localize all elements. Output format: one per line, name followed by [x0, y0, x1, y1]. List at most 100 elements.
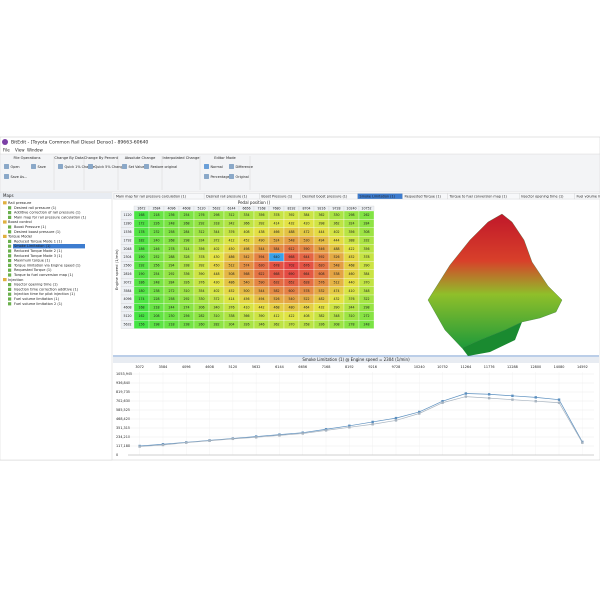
- x-tick-label: 10240: [414, 365, 425, 369]
- ribbon-button-icon[interactable]: [122, 164, 127, 169]
- tree-group[interactable]: Rail pressure: [8, 201, 32, 205]
- table-cell-value: 544: [258, 289, 264, 293]
- tab-label[interactable]: Desired rail pressure (1): [206, 194, 248, 198]
- tab-label[interactable]: Fuel volume limitation (1): [576, 194, 600, 198]
- tab-label[interactable]: Boost Pressure (1): [261, 194, 293, 198]
- table-cell-value: 318: [213, 222, 219, 226]
- table-cell-value: 268: [183, 222, 189, 226]
- tree-item[interactable]: Injection time for pilot injection (1): [14, 292, 76, 296]
- table-cell-value: 544: [258, 247, 264, 251]
- tree-item[interactable]: Fuel volume limitation (1): [14, 297, 60, 301]
- tree-item[interactable]: Smoke Limitation (1): [14, 244, 51, 248]
- tree-item[interactable]: Maximum torque (1): [14, 259, 51, 263]
- tree-item[interactable]: Torque to fuel conversion map (1): [13, 273, 74, 277]
- ribbon-button[interactable]: Original: [236, 175, 249, 179]
- table-cell-value: 388: [348, 238, 354, 242]
- tree-map-icon: [8, 249, 12, 253]
- table-cell-value: 452: [243, 238, 249, 242]
- ribbon-group-label: Change By Data: [54, 156, 83, 160]
- ribbon-group-label: Absolute Change: [125, 156, 156, 160]
- tree-item[interactable]: Main map for rail pressure calculation (…: [14, 215, 87, 219]
- tree-item[interactable]: Torque limitation via Engine speed (1): [13, 263, 81, 267]
- ribbon-button[interactable]: Save As...: [11, 175, 28, 179]
- ribbon-button-icon[interactable]: [229, 164, 234, 169]
- ribbon-button[interactable]: Difference: [236, 165, 253, 169]
- menu-item[interactable]: File: [3, 148, 10, 153]
- table-cell[interactable]: [358, 320, 375, 329]
- tree-item[interactable]: Reduced Torque Mode 1 (1): [14, 239, 63, 243]
- table-cell-value: 240: [153, 238, 159, 242]
- table-cell-value: 474: [333, 289, 339, 293]
- ribbon-button[interactable]: Save: [38, 165, 46, 169]
- tree-item[interactable]: Injector opening time (1): [14, 283, 58, 287]
- table-cell-value: 512: [333, 280, 339, 284]
- tree-item[interactable]: Reduced Torque Mode 2 (1): [14, 249, 63, 253]
- ribbon-button[interactable]: Open: [11, 165, 20, 169]
- ribbon-button-icon[interactable]: [229, 174, 234, 179]
- tree-item[interactable]: Fuel volume limitation 2 (1): [14, 302, 63, 306]
- table-cell-value: 186: [138, 280, 144, 284]
- table-cell-value: 254: [153, 272, 159, 276]
- y-tick-label: 702,630: [116, 399, 130, 403]
- tree-item[interactable]: Additive correction of rail pressure (1): [14, 211, 81, 215]
- ribbon-button-icon[interactable]: [144, 164, 149, 169]
- tab-label[interactable]: Torque to fuel conversion map (1): [449, 194, 508, 198]
- tree-map-icon: [8, 206, 12, 210]
- table-cell-value: 438: [258, 230, 264, 234]
- ribbon-button-icon[interactable]: [31, 164, 36, 169]
- series-line: [139, 396, 583, 447]
- ribbon-button-icon[interactable]: [88, 164, 93, 169]
- ribbon-button[interactable]: Normal: [211, 165, 223, 169]
- table-cell-value: 652: [288, 280, 294, 284]
- menu-item[interactable]: View: [15, 148, 25, 153]
- tab-label[interactable]: Main map for rail pressure calculation (…: [116, 194, 187, 198]
- row-header: 4096: [123, 297, 131, 301]
- tree-map-icon: [8, 268, 12, 272]
- tab-label[interactable]: Smoke Limitation (1): [360, 194, 396, 198]
- tab-label[interactable]: Injector opening time (1): [521, 194, 564, 198]
- ribbon-button-icon[interactable]: [204, 164, 209, 169]
- tree-group[interactable]: Torque Model: [7, 235, 32, 239]
- table-cell-value: 540: [243, 280, 249, 284]
- ribbon-button[interactable]: Quick 1% Change: [65, 165, 95, 169]
- tree-item[interactable]: Injection time correction additive (1): [14, 287, 79, 291]
- table-cell-value: 226: [153, 222, 159, 226]
- table-cell-value: 376: [198, 280, 204, 284]
- table-cell-value: 452: [228, 289, 234, 293]
- tab[interactable]: [574, 193, 600, 200]
- table-cell-value: 414: [228, 297, 234, 301]
- tree-item[interactable]: Desired boost pressure (1): [14, 230, 61, 234]
- ribbon-button-icon[interactable]: [58, 164, 63, 169]
- tree-group[interactable]: Injection: [8, 278, 23, 282]
- ribbon-group-label: Editor Mode: [214, 156, 236, 160]
- data-point: [511, 398, 514, 401]
- table-cell-value: 412: [228, 238, 234, 242]
- table-cell-value: 326: [183, 280, 189, 284]
- tree-item[interactable]: Desired rail pressure (1): [14, 206, 57, 210]
- data-point: [581, 441, 584, 444]
- table-cell-value: 218: [153, 213, 159, 217]
- table-cell-value: 422: [288, 314, 294, 318]
- ribbon-button-icon[interactable]: [4, 164, 9, 169]
- table-cell-value: 292: [168, 272, 174, 276]
- ribbon-button[interactable]: Set Value...: [129, 165, 148, 169]
- ribbon-button-icon[interactable]: [204, 174, 209, 179]
- ribbon-button[interactable]: Restore original: [151, 165, 178, 169]
- tab-label[interactable]: Desired boost pressure (1): [302, 194, 348, 198]
- ribbon-button[interactable]: Quick 5% Change: [95, 165, 125, 169]
- column-header: 3584: [152, 207, 160, 211]
- tab-label[interactable]: Requested Torque (1): [405, 194, 442, 198]
- ribbon-button-icon[interactable]: [4, 174, 9, 179]
- table-cell-value: 600: [288, 289, 294, 293]
- ribbon-button[interactable]: Percentage: [211, 175, 230, 179]
- tree-title: Maps: [3, 193, 14, 198]
- table-cell-value: 468: [348, 264, 354, 268]
- menu-item[interactable]: Window: [27, 148, 44, 153]
- tree-group[interactable]: Boost control: [8, 220, 32, 224]
- tree-item[interactable]: Requested Torque (1): [14, 268, 52, 272]
- x-tick-label: 11776: [484, 365, 495, 369]
- tree-item[interactable]: Boost Pressure (1): [14, 225, 47, 229]
- table-cell-value: 464: [303, 306, 309, 310]
- tree-item[interactable]: Reduced Torque Mode 3 (1): [14, 254, 63, 258]
